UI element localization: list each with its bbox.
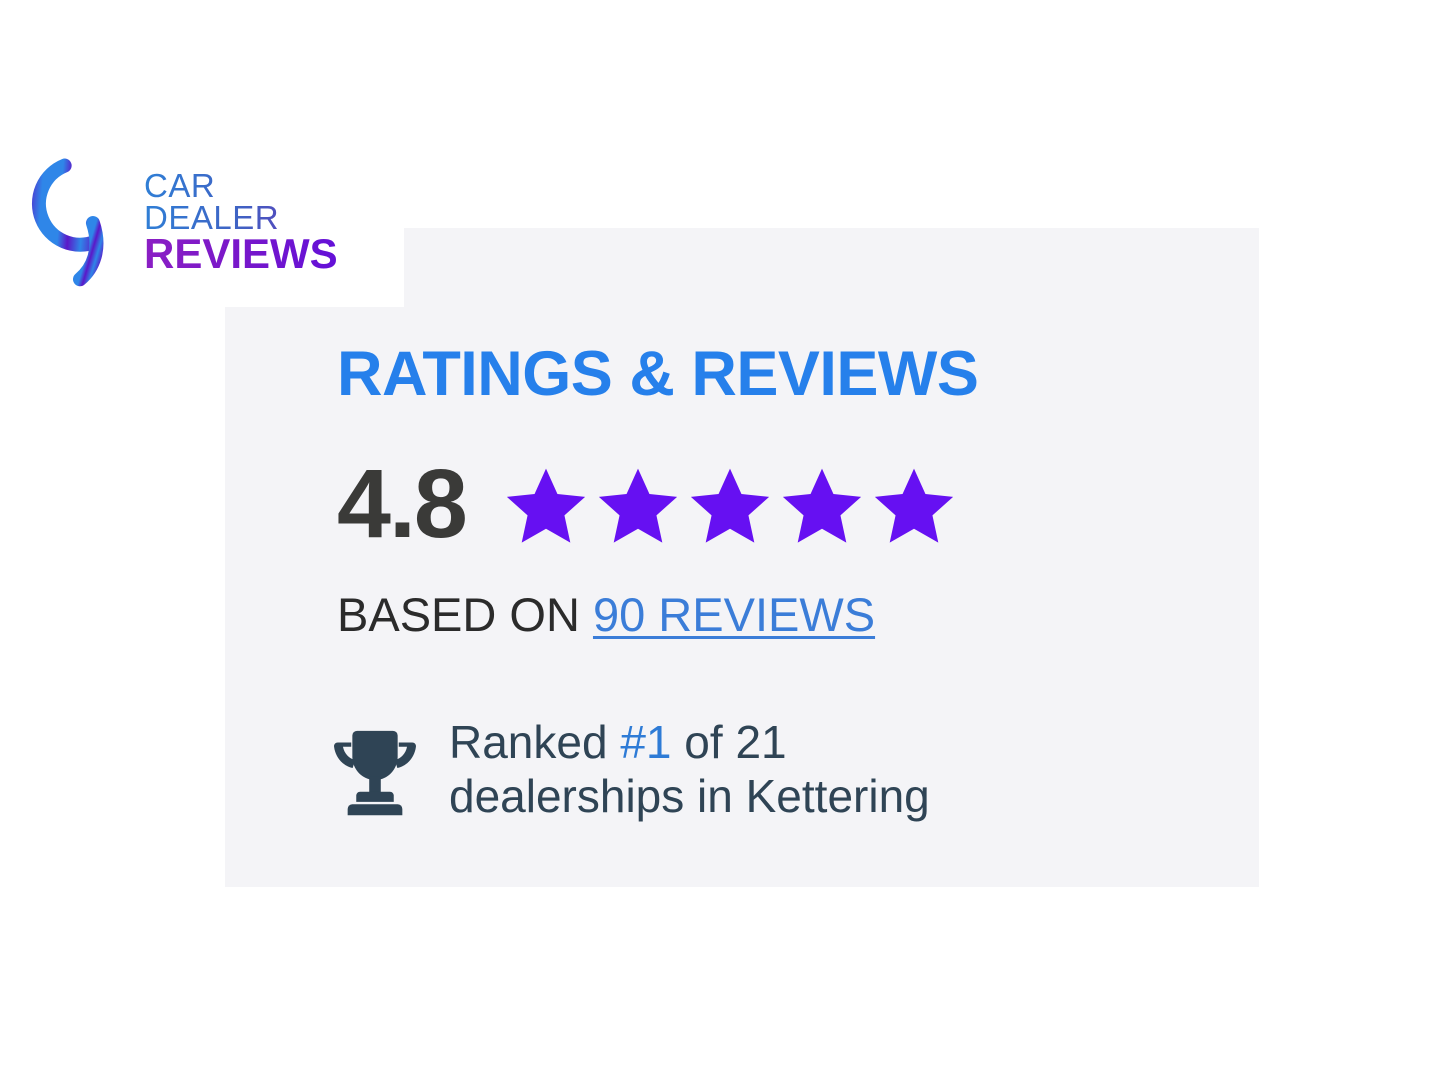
star-rating: [502, 462, 958, 550]
brand-wordmark: CAR DEALER REVIEWS: [144, 169, 338, 277]
ranking-prefix: Ranked: [449, 716, 621, 768]
ranking-row: Ranked #1 of 21 dealerships in Kettering: [325, 715, 930, 827]
star-icon: [598, 468, 677, 543]
trophy-icon: [334, 730, 416, 816]
ranking-suffix: of 21: [671, 716, 787, 768]
ratings-reviews-card: RATINGS & REVIEWS 4.8: [225, 307, 1259, 887]
ranking-text: Ranked #1 of 21 dealerships in Kettering: [449, 715, 930, 824]
card-upper-panel: [404, 228, 1259, 318]
reviews-count-link[interactable]: 90 REVIEWS: [592, 588, 876, 641]
ranking-line-1: Ranked #1 of 21: [449, 715, 930, 769]
star-icon: [874, 468, 953, 543]
star-icon: [690, 468, 769, 543]
based-on-prefix: BASED ON: [337, 588, 580, 641]
brand-line-reviews: REVIEWS: [144, 229, 338, 277]
rating-score-row: 4.8: [337, 455, 958, 552]
star-icon: [782, 468, 861, 543]
brand-logo[interactable]: CAR DEALER REVIEWS: [0, 140, 392, 304]
star-icon: [506, 468, 585, 543]
brand-line-car: CAR: [144, 169, 338, 202]
based-on-row: BASED ON 90 REVIEWS: [337, 587, 875, 642]
page-title: RATINGS & REVIEWS: [337, 339, 979, 409]
circle-swoosh-logo-icon: [32, 158, 104, 287]
ranking-position: #1: [620, 716, 672, 768]
brand-line-dealer: DEALER: [144, 201, 338, 234]
ranking-line-2: dealerships in Kettering: [449, 770, 930, 823]
rating-score-value: 4.8: [337, 449, 468, 558]
